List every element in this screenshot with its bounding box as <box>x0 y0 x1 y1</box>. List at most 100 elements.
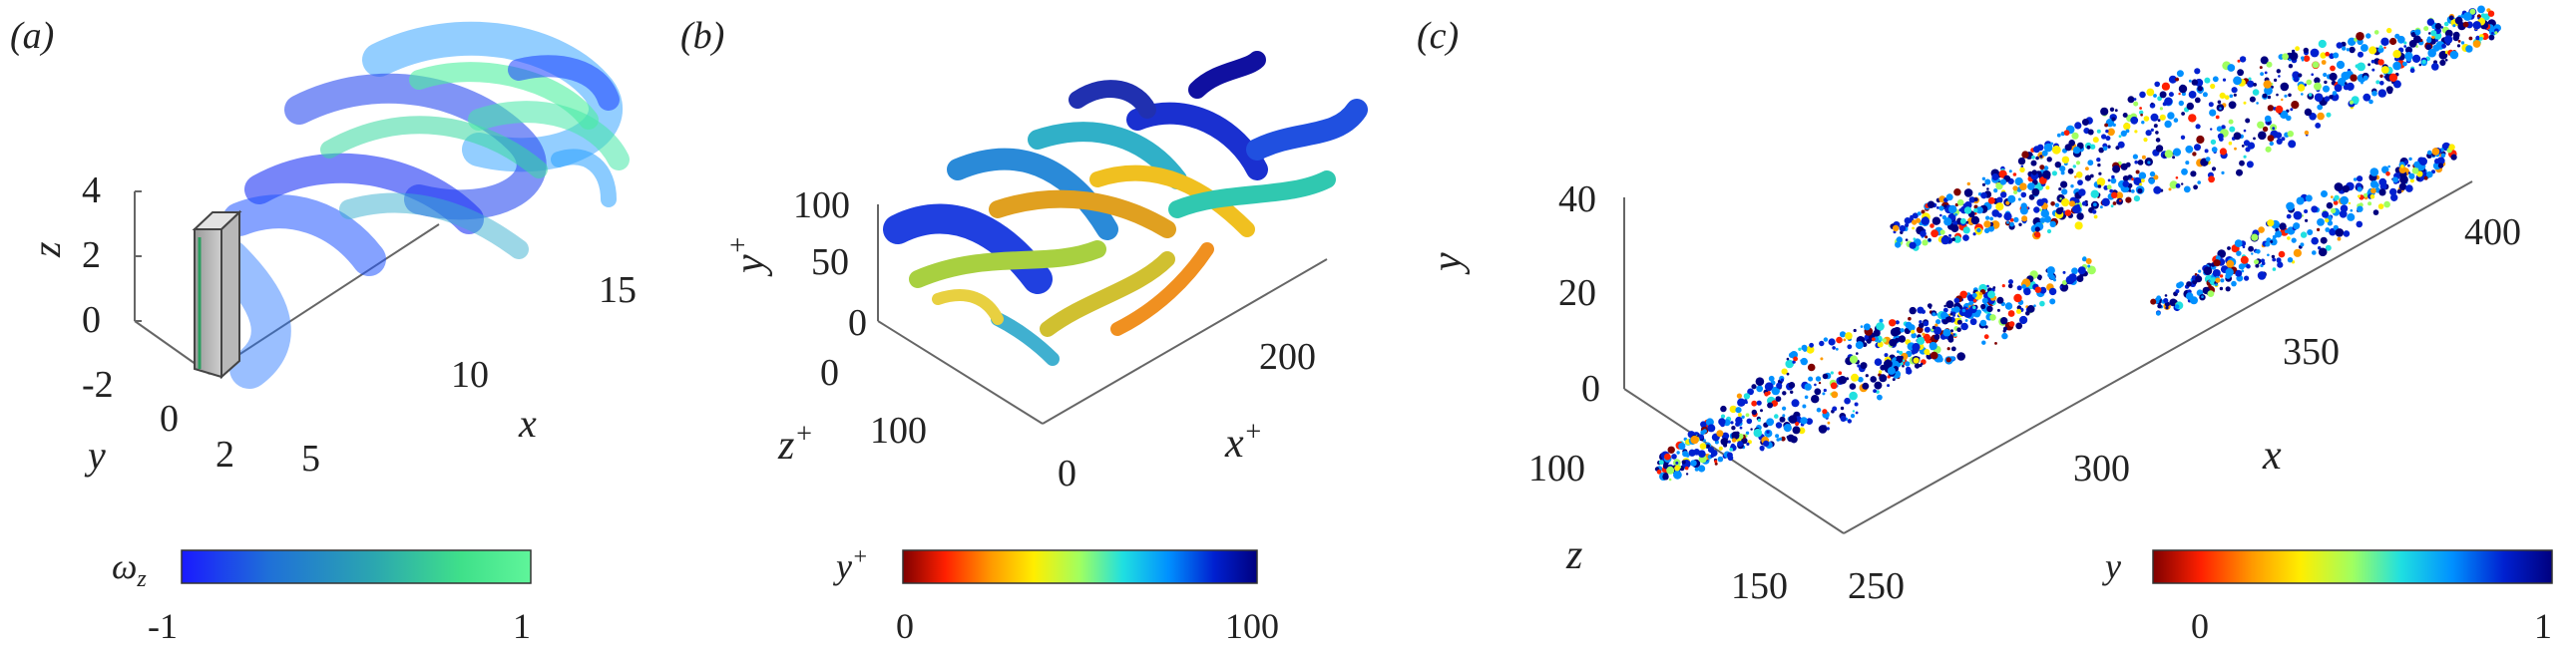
speckle <box>1790 390 1794 394</box>
speckle <box>2477 17 2480 20</box>
speckle <box>1976 227 1981 233</box>
speckle <box>2301 93 2304 96</box>
speckle <box>2282 53 2290 61</box>
speckle <box>2175 289 2180 294</box>
speckle <box>2133 98 2137 101</box>
speckle <box>2398 165 2406 173</box>
panel-b-z-ticks: 0 100 z+ <box>777 352 927 469</box>
speckle <box>1912 347 1920 354</box>
speckle <box>2324 96 2331 102</box>
speckle <box>1936 206 1939 209</box>
speckle <box>2405 56 2412 62</box>
speckle <box>1735 407 1742 414</box>
speckle <box>2330 65 2336 72</box>
speckle <box>2334 84 2343 93</box>
panel-a-colorbar-bar <box>181 549 532 584</box>
speckle <box>2203 266 2213 276</box>
speckle <box>1839 331 1847 338</box>
speckle <box>1995 202 2004 211</box>
speckle <box>1895 320 1900 325</box>
speckle <box>2138 171 2147 179</box>
speckle <box>2267 219 2275 227</box>
speckle <box>2054 162 2061 168</box>
speckle <box>1674 465 1680 472</box>
speckle <box>2309 93 2313 97</box>
speckle <box>2195 275 2203 283</box>
speckle <box>1786 372 1790 376</box>
speckle <box>2212 269 2221 277</box>
speckle <box>2370 187 2376 194</box>
speckle <box>1919 322 1925 329</box>
speckle <box>2030 160 2037 166</box>
speckle <box>1788 415 1798 424</box>
speckle <box>2312 61 2320 69</box>
speckle <box>2296 196 2305 205</box>
panel-a-vortex-isosurfaces <box>210 21 630 389</box>
speckle <box>1668 478 1672 482</box>
speckle <box>2379 74 2383 79</box>
speckle <box>2013 189 2018 194</box>
speckle <box>2332 91 2338 96</box>
speckle <box>2386 27 2392 34</box>
speckle <box>2454 16 2463 25</box>
panel-c-colorbar-min: 0 <box>2191 606 2209 646</box>
speckle <box>2067 167 2074 174</box>
speckle <box>1666 466 1675 475</box>
speckle <box>1721 432 1730 440</box>
speckle <box>2034 231 2041 238</box>
speckle <box>2140 113 2143 117</box>
speckle <box>1739 426 1743 430</box>
speckle <box>2231 280 2237 287</box>
speckle <box>1960 322 1968 331</box>
speckle <box>1816 407 1822 413</box>
speckle <box>2128 189 2132 192</box>
speckle <box>2293 248 2302 257</box>
speckle <box>1925 235 1929 239</box>
panel-b-x-label: x <box>1224 421 1244 467</box>
speckle <box>1952 314 1955 317</box>
speckle <box>2293 77 2300 83</box>
speckle <box>1971 292 1977 298</box>
speckle <box>1783 424 1792 433</box>
panel-a-colorbar-label: ω <box>112 546 137 586</box>
speckle <box>2188 114 2197 123</box>
speckle <box>2344 186 2350 192</box>
speckle <box>1942 328 1951 337</box>
speckle <box>1930 223 1934 228</box>
speckle <box>2334 194 2340 200</box>
panel-a-y-tick-2: 2 <box>215 434 234 476</box>
speckle <box>2260 72 2265 76</box>
speckle <box>2153 94 2157 98</box>
speckle <box>1870 376 1877 383</box>
panel-b-vortex-isosurfaces <box>883 51 1368 366</box>
speckle <box>2186 102 2194 111</box>
speckle <box>2063 130 2070 137</box>
speckle <box>2275 105 2284 114</box>
speckle <box>1991 173 1999 180</box>
speckle <box>2477 5 2485 14</box>
speckle <box>2448 144 2455 151</box>
speckle <box>2317 227 2321 231</box>
panel-b-z-label-sup: + <box>794 419 813 450</box>
speckle <box>2098 171 2102 175</box>
speckle <box>2016 285 2022 291</box>
speckle <box>2038 176 2047 184</box>
speckle <box>2190 170 2197 177</box>
speckle <box>2434 158 2440 164</box>
speckle <box>2105 136 2111 142</box>
speckle <box>2303 55 2311 62</box>
speckle <box>2252 89 2260 96</box>
speckle <box>2357 205 2363 212</box>
speckle <box>2023 287 2031 296</box>
speckle <box>2085 258 2092 264</box>
speckle <box>2337 77 2347 87</box>
speckle <box>2353 177 2358 181</box>
speckle <box>2423 26 2429 32</box>
speckle <box>2001 284 2005 288</box>
svg-text:y+: y+ <box>723 235 773 277</box>
speckle <box>1673 470 1682 480</box>
speckle <box>1764 392 1769 397</box>
speckle <box>1996 308 2000 312</box>
speckle <box>1962 226 1970 234</box>
speckle <box>1966 181 1971 186</box>
